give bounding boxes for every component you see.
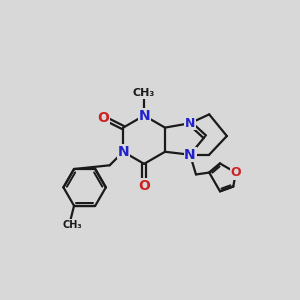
Text: O: O	[230, 166, 241, 179]
Text: CH₃: CH₃	[133, 88, 155, 98]
Text: CH₃: CH₃	[63, 220, 82, 230]
Text: N: N	[138, 109, 150, 122]
Text: N: N	[184, 148, 196, 162]
Text: O: O	[98, 111, 110, 125]
Text: N: N	[117, 145, 129, 159]
Text: O: O	[138, 179, 150, 193]
Text: N: N	[185, 117, 195, 130]
